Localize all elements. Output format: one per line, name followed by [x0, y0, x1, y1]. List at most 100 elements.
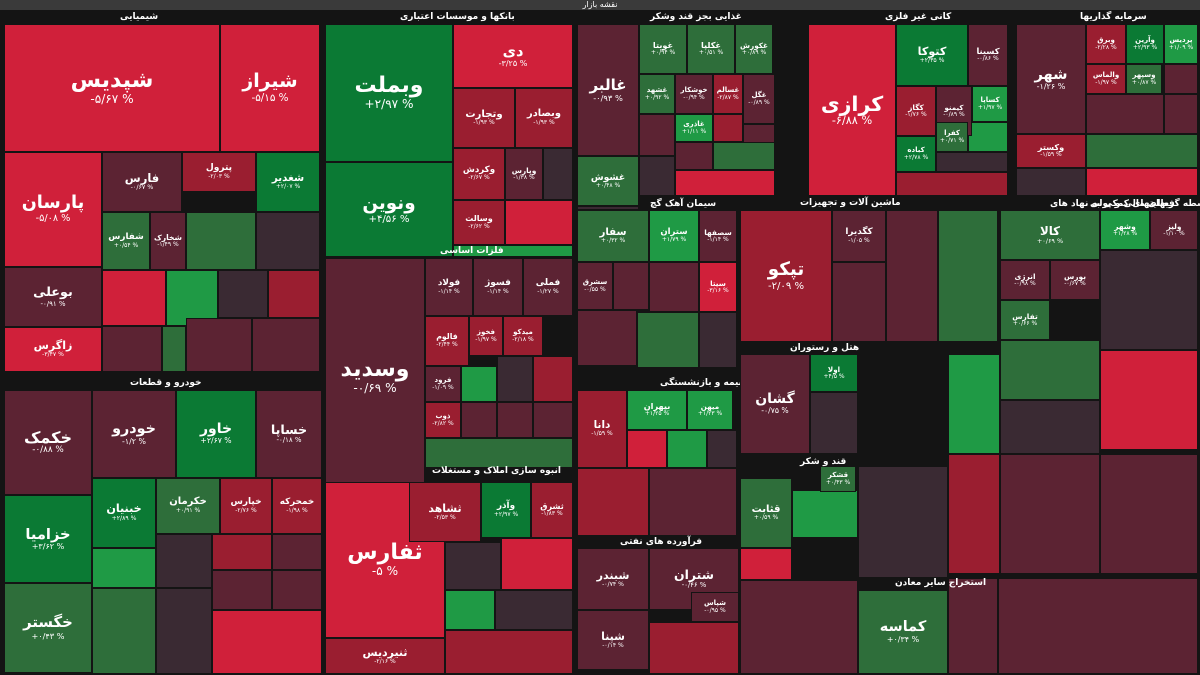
filler-tile[interactable]: [156, 588, 212, 674]
filler-tile[interactable]: [533, 356, 573, 402]
stock-tile[interactable]: وپارس -۱/۳۸ %: [505, 148, 543, 200]
stock-tile[interactable]: غسالم -۲/۸۷ %: [713, 74, 743, 114]
stock-tile[interactable]: تپکو -۲/۰۹ %: [740, 210, 832, 342]
stock-tile[interactable]: فرود -۱/۰۹ %: [425, 366, 461, 402]
filler-tile[interactable]: [445, 542, 501, 590]
stock-tile[interactable]: خودرو -۱/۲ %: [92, 390, 176, 478]
filler-tile[interactable]: [1000, 400, 1100, 454]
stock-tile[interactable]: فسوژ -۱/۱۴ %: [473, 258, 523, 316]
stock-tile[interactable]: انرژی -۰/۹۸ %: [1000, 260, 1050, 300]
stock-tile[interactable]: غالبر -۰/۹۳ %: [577, 24, 639, 156]
stock-tile[interactable]: شپنا -۰/۱۴ %: [577, 610, 649, 670]
stock-tile[interactable]: وکستر -۱/۵۹ %: [1016, 134, 1086, 168]
filler-tile[interactable]: [1086, 168, 1198, 196]
stock-tile[interactable]: خبنیان +۲/۸۹ %: [92, 478, 156, 548]
filler-tile[interactable]: [637, 312, 699, 368]
stock-tile[interactable]: کفرا +۰/۷۱ %: [936, 122, 968, 152]
stock-tile[interactable]: فالوم -۲/۴۴ %: [425, 316, 469, 366]
stock-tile[interactable]: غاذری +۱/۱۱ %: [675, 114, 713, 142]
stock-tile[interactable]: پارسان -۵/۰۸ %: [4, 152, 102, 267]
stock-tile[interactable]: شخارک -۱/۴۹ %: [150, 212, 186, 270]
stock-tile[interactable]: شبندر -۰/۷۴ %: [577, 548, 649, 610]
stock-tile[interactable]: بپهران +۱/۲۵ %: [627, 390, 687, 430]
filler-tile[interactable]: [699, 312, 737, 368]
stock-tile[interactable]: وکردش -۲/۶۷ %: [453, 148, 505, 200]
stock-tile[interactable]: فخوز -۱/۹۷ %: [469, 316, 503, 356]
filler-tile[interactable]: [675, 142, 713, 170]
stock-tile[interactable]: میدکو -۲/۱۸ %: [503, 316, 543, 356]
stock-tile[interactable]: غویتا +۰/۹۴ %: [639, 24, 687, 74]
filler-tile[interactable]: [453, 245, 573, 257]
stock-tile[interactable]: کساپا +۱/۹۷ %: [972, 86, 1008, 122]
stock-tile[interactable]: شهر -۱/۲۶ %: [1016, 24, 1086, 134]
filler-tile[interactable]: [948, 354, 1000, 454]
filler-tile[interactable]: [792, 490, 858, 538]
stock-tile[interactable]: ونوین +۴/۵۶ %: [325, 162, 453, 257]
filler-tile[interactable]: [102, 270, 166, 326]
stock-tile[interactable]: غکورش +۰/۸۹ %: [735, 24, 773, 74]
filler-tile[interactable]: [501, 538, 573, 590]
filler-tile[interactable]: [938, 210, 998, 342]
filler-tile[interactable]: [1164, 64, 1198, 94]
filler-tile[interactable]: [639, 156, 675, 196]
filler-tile[interactable]: [810, 392, 858, 454]
filler-tile[interactable]: [649, 468, 737, 536]
filler-tile[interactable]: [627, 430, 667, 468]
stock-tile[interactable]: اولا +۴/۵ %: [810, 354, 858, 392]
filler-tile[interactable]: [832, 262, 886, 342]
filler-tile[interactable]: [886, 210, 938, 342]
filler-tile[interactable]: [740, 548, 792, 580]
filler-tile[interactable]: [186, 212, 256, 270]
stock-tile[interactable]: غکلپا +۰/۵۱ %: [687, 24, 735, 74]
filler-tile[interactable]: [1100, 250, 1198, 350]
stock-tile[interactable]: قثابت +۰/۵۹ %: [740, 478, 792, 548]
filler-tile[interactable]: [577, 206, 639, 210]
stock-tile[interactable]: سصفها -۱/۱۴ %: [699, 210, 737, 262]
stock-tile[interactable]: خگستر +۰/۴۳ %: [4, 583, 92, 673]
stock-tile[interactable]: خکرمان +۰/۹۱ %: [156, 478, 220, 534]
stock-tile[interactable]: دی -۳/۲۵ %: [453, 24, 573, 88]
filler-tile[interactable]: [92, 588, 156, 674]
filler-tile[interactable]: [948, 578, 998, 674]
filler-tile[interactable]: [497, 356, 533, 402]
stock-tile[interactable]: پترول -۲/۰۳ %: [182, 152, 256, 192]
stock-tile[interactable]: سفار +۰/۳۲ %: [577, 210, 649, 262]
stock-tile[interactable]: خاور +۲/۶۷ %: [176, 390, 256, 478]
filler-tile[interactable]: [268, 270, 320, 318]
stock-tile[interactable]: شفارس +۰/۵۴ %: [102, 212, 150, 270]
stock-tile[interactable]: وبرق -۲/۲۸ %: [1086, 24, 1126, 64]
filler-tile[interactable]: [543, 148, 573, 200]
filler-tile[interactable]: [675, 170, 775, 196]
stock-tile[interactable]: کتوکا +۲/۳۵ %: [896, 24, 968, 86]
filler-tile[interactable]: [533, 402, 573, 438]
stock-tile[interactable]: خمحرکه -۱/۹۸ %: [272, 478, 322, 534]
stock-tile[interactable]: خوشکار -۰/۹۴ %: [675, 74, 713, 114]
filler-tile[interactable]: [445, 630, 573, 674]
filler-tile[interactable]: [156, 534, 212, 588]
stock-tile[interactable]: غشوش +۰/۴۸ %: [577, 156, 639, 206]
filler-tile[interactable]: [948, 454, 1000, 574]
filler-tile[interactable]: [713, 142, 775, 170]
filler-tile[interactable]: [1016, 168, 1086, 196]
stock-tile[interactable]: شپاس -۰/۹۵ %: [691, 592, 739, 622]
filler-tile[interactable]: [256, 212, 320, 270]
stock-tile[interactable]: والماس -۱/۹۷ %: [1086, 64, 1126, 94]
stock-tile[interactable]: وبملت +۲/۹۷ %: [325, 24, 453, 162]
filler-tile[interactable]: [445, 590, 495, 630]
filler-tile[interactable]: [212, 570, 272, 610]
stock-tile[interactable]: کگدیرا -۱/۰۵ %: [832, 210, 886, 262]
filler-tile[interactable]: [505, 200, 573, 245]
stock-tile[interactable]: دانا -۱/۵۹ %: [577, 390, 627, 468]
stock-tile[interactable]: وتجارت -۱/۹۳ %: [453, 88, 515, 148]
stock-tile[interactable]: خپارس -۲/۷۶ %: [220, 478, 272, 534]
filler-tile[interactable]: [272, 570, 322, 610]
filler-tile[interactable]: [968, 122, 1008, 152]
filler-tile[interactable]: [92, 548, 156, 588]
filler-tile[interactable]: [639, 114, 675, 156]
filler-tile[interactable]: [461, 366, 497, 402]
filler-tile[interactable]: [1164, 94, 1198, 134]
stock-tile[interactable]: فملی -۱/۲۷ %: [523, 258, 573, 316]
stock-tile[interactable]: زاگرس -۳/۴۷ %: [4, 327, 102, 372]
filler-tile[interactable]: [1086, 134, 1198, 168]
filler-tile[interactable]: [1100, 454, 1198, 574]
